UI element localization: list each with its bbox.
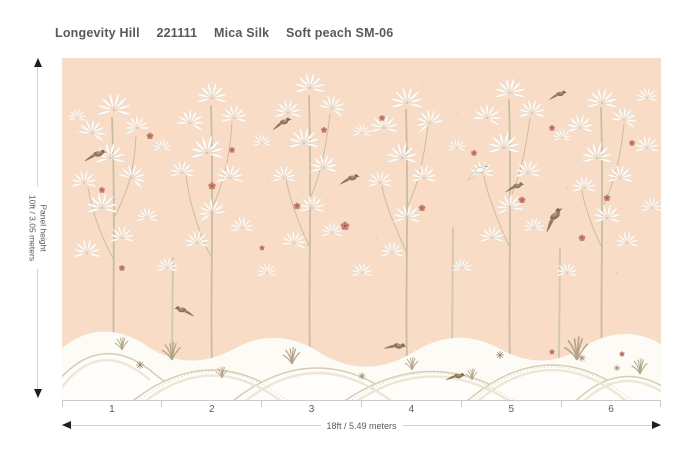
panel-number: 1	[109, 404, 115, 415]
down-arrow-icon	[33, 389, 42, 398]
panel-cell-2: 2	[161, 401, 262, 418]
mural-svg	[62, 58, 661, 400]
panel-height-label: Panel height 10ft / 3.05 meters	[24, 186, 52, 270]
page-title: Longevity Hill 221111 Mica Silk Soft pea…	[55, 26, 393, 40]
panel-scale: 1 2 3 4 5 6	[61, 400, 661, 418]
panel-height-dimension: Panel height 10ft / 3.05 meters	[24, 58, 52, 398]
mural-background	[62, 58, 661, 400]
panel-height-label-value: 10ft / 3.05 meters	[28, 194, 38, 262]
mural-specks	[73, 82, 638, 294]
panel-number: 5	[508, 404, 514, 415]
up-arrow-icon	[33, 58, 42, 67]
left-arrow-icon	[62, 421, 71, 429]
product-sku: 221111	[156, 26, 198, 40]
panel-cell-1: 1	[61, 401, 162, 418]
mural-hills	[62, 331, 661, 400]
total-width-label: 18ft / 5.49 meters	[320, 421, 403, 431]
panel-cells: 1 2 3 4 5 6	[61, 400, 661, 418]
right-arrow-icon	[652, 421, 661, 429]
panel-height-label-title: Panel height	[38, 204, 49, 252]
product-name: Longevity Hill	[55, 26, 140, 40]
panel-cell-4: 4	[360, 401, 461, 418]
panel-cell-5: 5	[460, 401, 561, 418]
panel-number: 2	[208, 404, 215, 415]
panel-number: 4	[408, 404, 415, 415]
product-material: Mica Silk	[213, 26, 270, 40]
mural-artwork	[62, 58, 661, 400]
panel-number: 3	[308, 404, 315, 415]
panel-cell-6: 6	[560, 401, 661, 418]
total-width-dimension: 18ft / 5.49 meters	[62, 421, 661, 431]
product-colorway: Soft peach SM-06	[285, 26, 394, 40]
panel-cell-3: 3	[261, 401, 362, 418]
panel-number: 6	[608, 404, 614, 415]
